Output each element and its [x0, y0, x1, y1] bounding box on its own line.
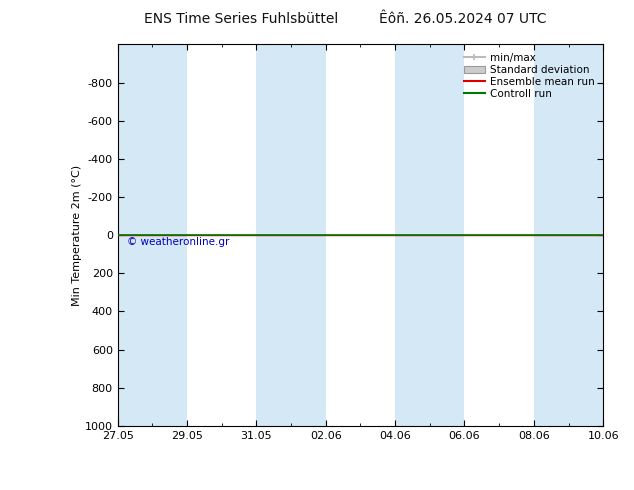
Bar [395, 45, 465, 426]
Text: © weatheronline.gr: © weatheronline.gr [127, 237, 230, 247]
Bar [256, 45, 326, 426]
Bar [534, 45, 603, 426]
Y-axis label: Min Temperature 2m (°C): Min Temperature 2m (°C) [72, 165, 82, 306]
Bar [118, 45, 187, 426]
Text: Êôñ. 26.05.2024 07 UTC: Êôñ. 26.05.2024 07 UTC [379, 12, 547, 26]
Text: ENS Time Series Fuhlsbüttel: ENS Time Series Fuhlsbüttel [144, 12, 338, 26]
Legend: min/max, Standard deviation, Ensemble mean run, Controll run: min/max, Standard deviation, Ensemble me… [461, 49, 598, 102]
